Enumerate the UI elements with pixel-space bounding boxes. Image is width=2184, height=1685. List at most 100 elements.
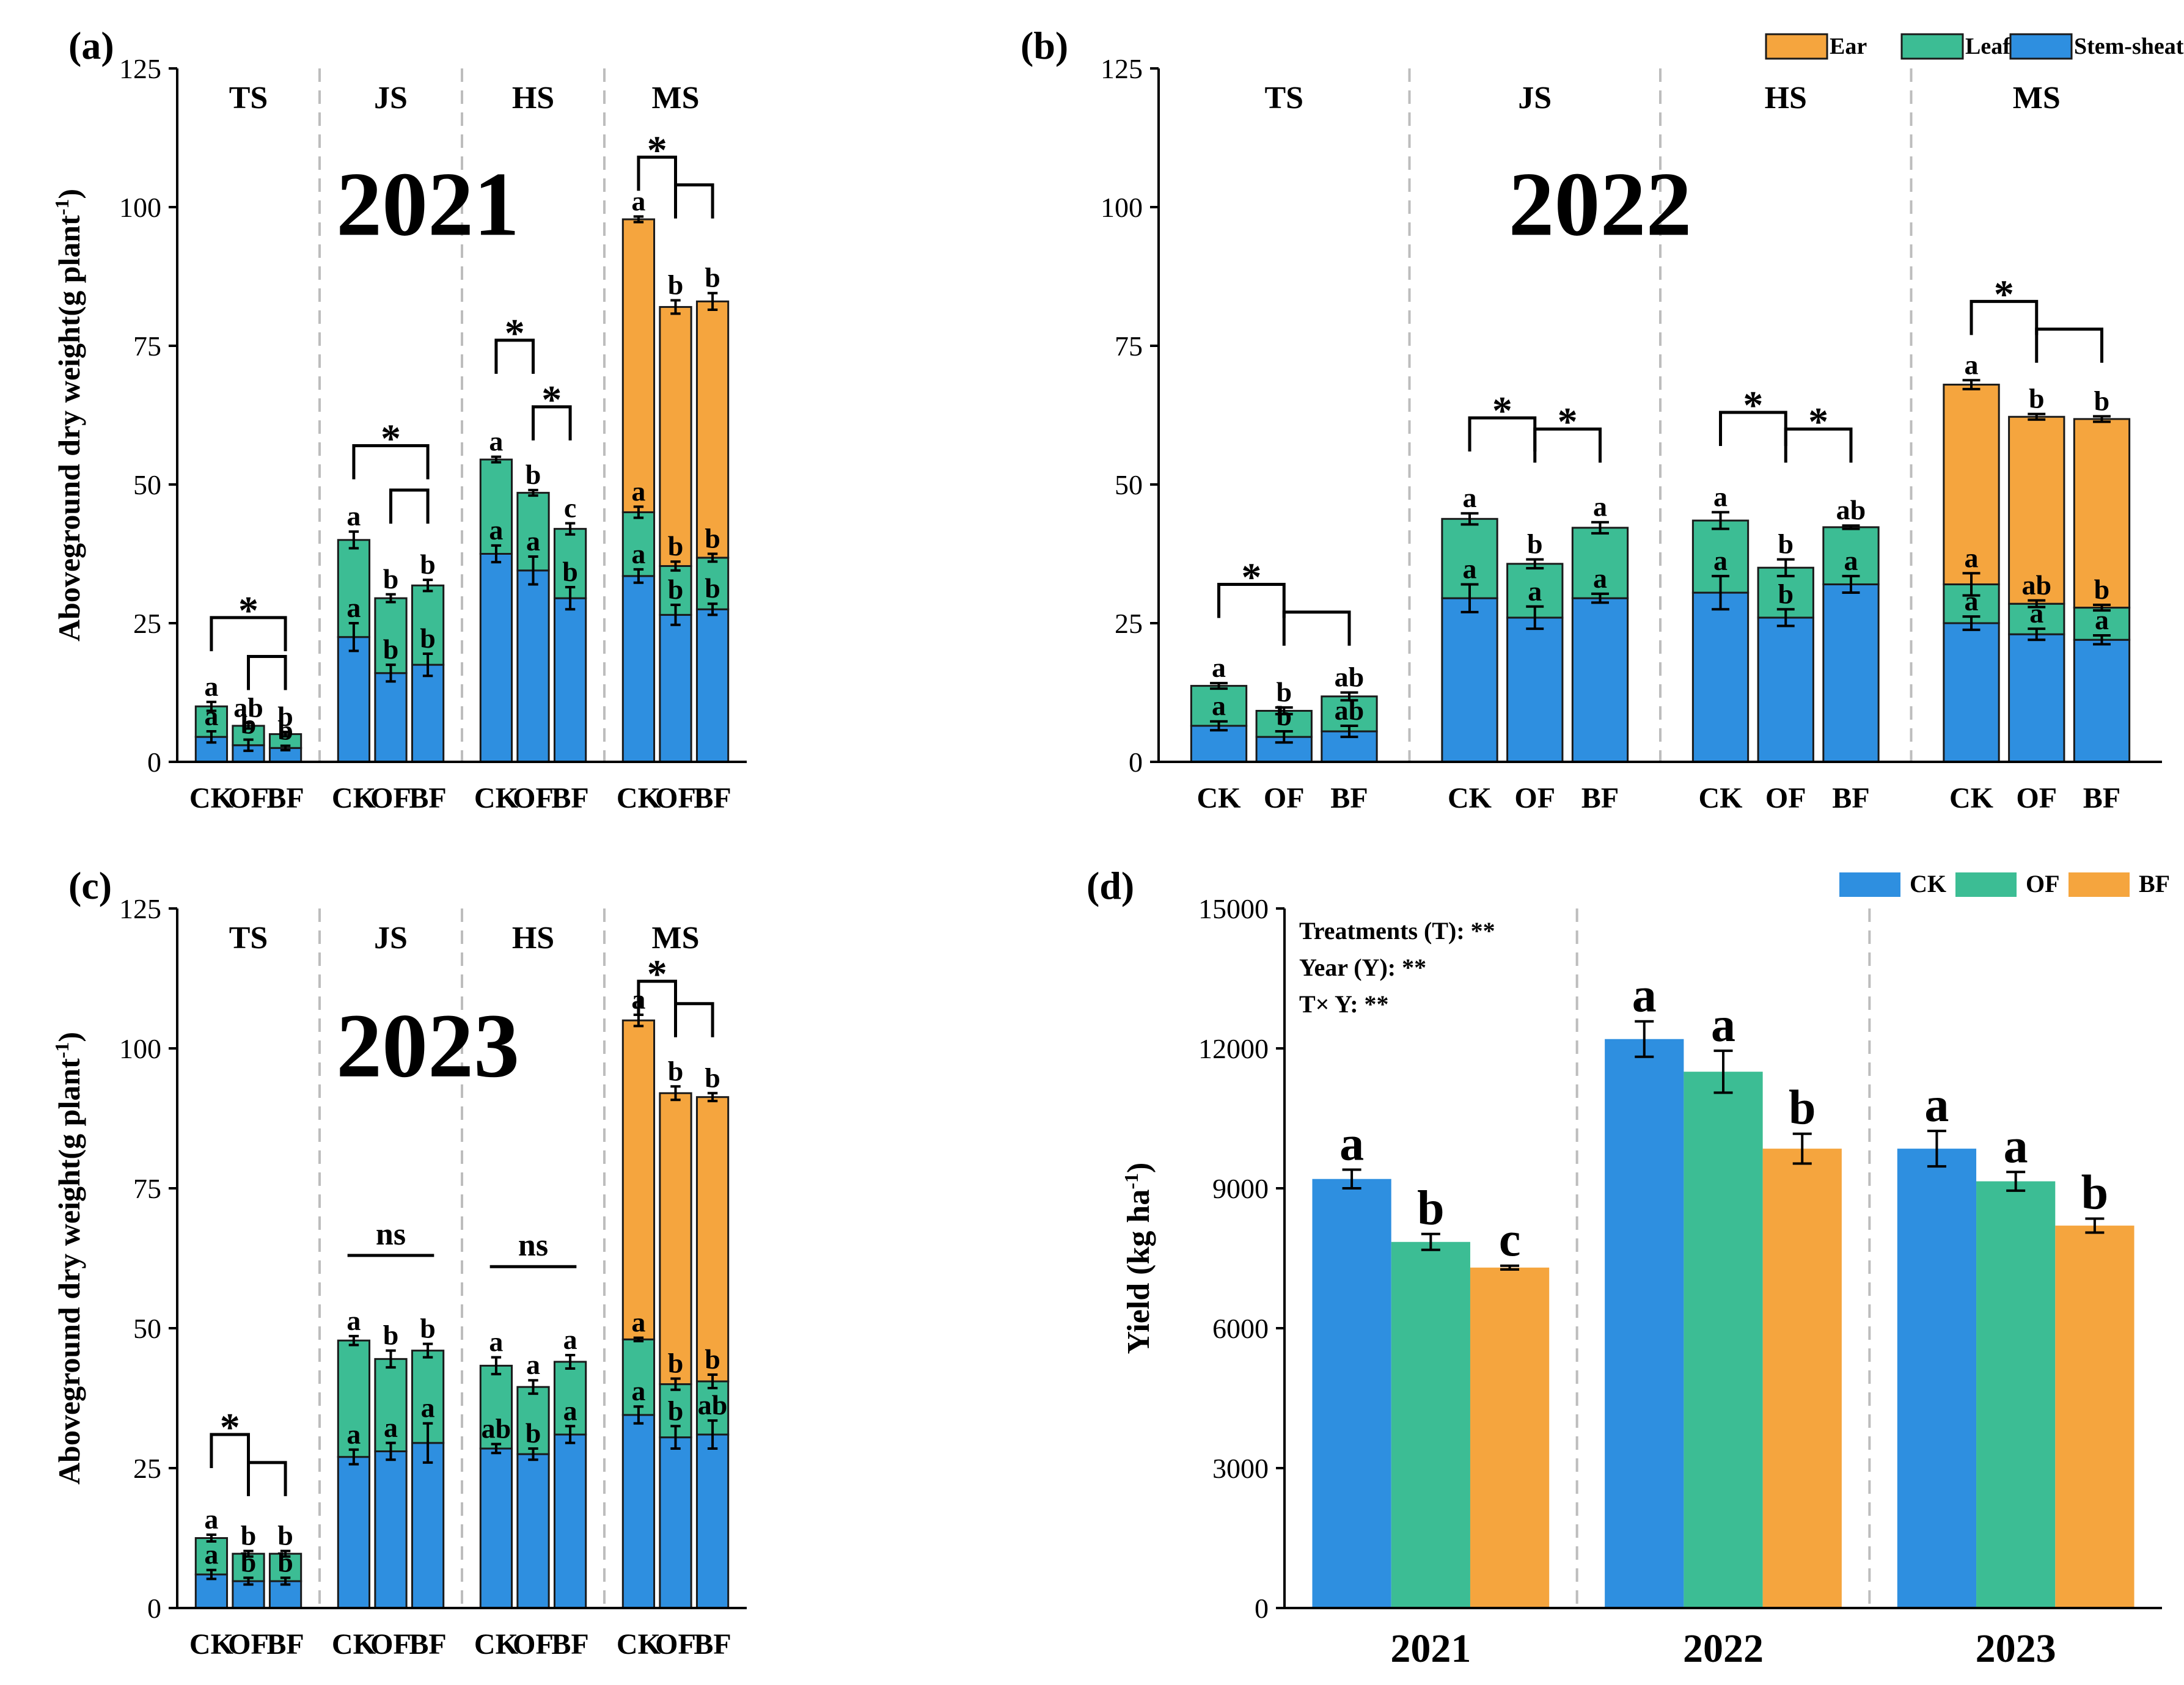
bar-segment-stem [1506,616,1564,763]
error-bar-stem [707,1419,718,1450]
significance-letter: a [384,1412,398,1443]
significance-letter: b [668,1347,684,1378]
yield-bar-ck [1897,1149,1977,1608]
bar-segment-leaf [374,1358,408,1453]
error-bar-leaf [1962,572,1981,597]
x-tick-label: OF [655,782,696,814]
significance-mark: ns [518,1228,548,1263]
x-tick-label: 2022 [1683,1626,1764,1671]
error-bar-leaf [528,489,538,497]
bracket-line [674,183,714,219]
bar-segment-stem [1822,583,1880,763]
error-bar-leaf [2028,599,2046,609]
significance-letter: a [204,700,218,731]
bar-segment-ear [621,1019,656,1340]
yield-error-bar [2006,1171,2026,1192]
error-bar-leaf [386,1349,396,1369]
significance-letter: a [1711,998,1735,1052]
y-axis-label: Yield (kg ha-1) [1120,1163,1156,1354]
error-bar-stem [491,1442,502,1455]
y-tick-label: 75 [133,1173,161,1204]
x-tick-label: BF [266,1628,304,1661]
y-axis-label-sup: -1 [51,199,73,216]
legend-swatch-ear [1765,33,1828,60]
bracket-line [637,155,677,191]
significance-letter: a [204,1504,218,1535]
significance-letter: a [346,500,361,532]
error-bar-stem [2093,634,2111,646]
x-tick-label: OF [655,1628,696,1661]
y-axis-label-end: ) [1121,1163,1156,1173]
error-bar-stem [2028,627,2046,641]
error-bar-ear [2028,412,2046,421]
significance-bracket [637,155,677,191]
y-tick-label: 100 [119,192,161,223]
significance-letter: a [1632,969,1657,1023]
y-tick-label: 125 [119,893,161,924]
x-tick-label: CK [1949,782,1993,814]
bar-segment-leaf [1190,685,1248,727]
y-tick-label: 75 [133,331,161,362]
panel-label: (d) [1087,864,1134,907]
x-tick-label: BF [694,782,731,814]
significance-letter: b [705,523,720,554]
stage-label: HS [512,81,554,115]
x-tick-label: OF [370,1628,411,1661]
significance-letter: a [1593,563,1607,594]
significance-letter: a [631,1307,645,1338]
error-bar-stem [670,604,681,626]
error-bar-stem [707,602,718,616]
x-tick-label: BF [694,1628,731,1661]
significance-letter: a [346,1305,361,1336]
bar-segment-stem [374,1450,408,1609]
legend-swatch-of [1955,872,2017,897]
significance-letter: b [277,1520,293,1551]
significance-letter: b [668,1395,684,1426]
x-tick-label: CK [1699,782,1743,814]
significance-letter: b [1527,528,1543,560]
error-bar-leaf [1210,682,1228,690]
bar-segment-stem [659,613,692,763]
significance-letter: b [1778,528,1794,560]
significance-letter: b [668,269,684,301]
significance-letter: a [1965,585,1979,616]
significance-letter: b [668,1055,684,1086]
significance-letter: b [705,1343,720,1375]
bar-segment-stem [1571,597,1629,763]
significance-letter: a [1713,545,1728,576]
stage-label: JS [374,921,408,956]
significance-letter: b [241,709,257,740]
significance-letter: b [2029,383,2045,414]
y-axis-label: Aboveground dry weight(g plant-1) [51,189,86,641]
error-bar-stem [1340,724,1358,739]
error-bar-stem [1275,730,1293,744]
significance-letter: a [563,1324,577,1355]
bracket-line [210,616,287,651]
bar-segment-stem [337,1456,371,1609]
significance-mark: * [541,378,562,422]
y-tick-label: 0 [147,747,161,778]
x-tick-label: OF [370,782,411,814]
significance-letter: a [526,525,540,557]
significance-mark: * [647,952,667,996]
error-bar-leaf [206,1533,217,1543]
x-tick-label: CK [617,782,661,814]
significance-bracket [674,183,714,219]
y-axis-label-text: Aboveground dry weight(g plant [52,215,86,641]
significance-letter: b [383,563,399,594]
x-tick-label: CK [1197,782,1241,814]
error-bar-leaf [670,1377,681,1391]
significance-letter: a [631,475,645,506]
y-axis-label: Aboveground dry weight(g plant-1) [51,1032,86,1485]
yield-error-bar [2085,1217,2105,1234]
significance-bracket [494,338,535,374]
significance-letter: b [241,1520,257,1551]
error-bar-leaf [1340,691,1358,702]
yield-bar-of [1684,1072,1763,1608]
significance-letter: b [277,701,293,732]
significance-letter: a [2029,598,2043,629]
significance-letter: b [668,574,684,605]
y-tick-label: 125 [1101,53,1143,84]
x-tick-label: BF [266,782,304,814]
error-bar-leaf [565,522,576,536]
